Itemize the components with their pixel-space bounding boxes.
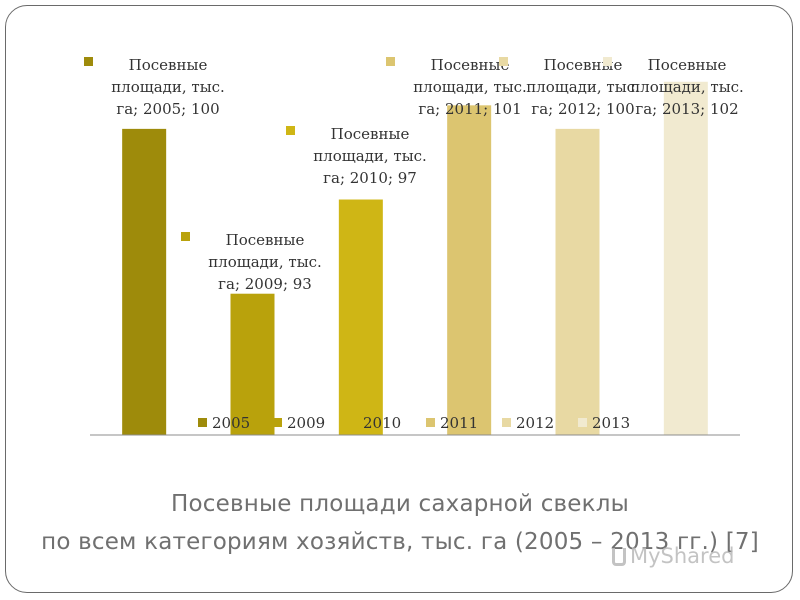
data-label-line: га; 2009; 93 xyxy=(218,275,312,293)
data-label-text-2012: Посевные площади, тыс. га; 2012; 100 xyxy=(526,56,640,118)
legend-label-2011: 2011 xyxy=(440,414,478,432)
data-label-marker xyxy=(181,232,190,241)
data-label-text-2010: Посевные площади, тыс. га; 2010; 97 xyxy=(313,125,427,187)
data-label-2009: Посевные площади, тыс. га; 2009; 93 xyxy=(181,231,322,293)
data-label-2010: Посевные площади, тыс. га; 2010; 97 xyxy=(286,125,427,187)
cart-icon xyxy=(612,548,626,566)
data-label-text-2009: Посевные площади, тыс. га; 2009; 93 xyxy=(208,231,322,293)
legend-swatch-2009 xyxy=(273,418,282,427)
legend-swatch-2013 xyxy=(578,418,587,427)
bar-2010 xyxy=(338,199,383,435)
data-label-marker xyxy=(386,57,395,66)
data-label-line: Посевные xyxy=(331,125,410,143)
data-label-text-2011: Посевные площади, тыс. га; 2011; 101 xyxy=(413,56,527,118)
legend-swatch-2011 xyxy=(426,418,435,427)
data-label-marker xyxy=(286,126,295,135)
data-label-text-2013: Посевные площади, тыс. га; 2013; 102 xyxy=(630,56,744,118)
data-label-line: Посевные xyxy=(226,231,305,249)
data-label-line: площади, тыс. xyxy=(526,78,640,96)
watermark-text: MyShared xyxy=(630,544,735,568)
data-label-line: площади, тыс. xyxy=(208,253,322,271)
bar-2005 xyxy=(122,128,167,435)
data-label-line: площади, тыс. xyxy=(111,78,225,96)
data-label-line: га; 2010; 97 xyxy=(323,169,417,187)
bar-2012 xyxy=(555,128,600,435)
data-label-line: Посевные xyxy=(648,56,727,74)
data-label-marker xyxy=(84,57,93,66)
data-label-marker xyxy=(603,57,612,66)
data-label-2011: Посевные площади, тыс. га; 2011; 101 xyxy=(386,56,527,118)
legend-label-2009: 2009 xyxy=(287,414,325,432)
data-label-line: га; 2013; 102 xyxy=(635,100,738,118)
data-label-marker xyxy=(499,57,508,66)
slide-title-line-2: по всем категориям хозяйств, тыс. га (20… xyxy=(41,529,759,555)
data-label-line: площади, тыс. xyxy=(630,78,744,96)
legend-label-2012: 2012 xyxy=(516,414,554,432)
data-label-line: Посевные xyxy=(544,56,623,74)
data-label-line: га; 2011; 101 xyxy=(418,100,521,118)
legend-label-2005: 2005 xyxy=(212,414,250,432)
watermark: MyShared xyxy=(612,544,734,568)
bar-2011 xyxy=(447,105,492,436)
data-label-line: Посевные xyxy=(129,56,208,74)
bar-2009 xyxy=(230,293,275,435)
data-label-line: га; 2012; 100 xyxy=(531,100,634,118)
data-label-line: площади, тыс. xyxy=(313,147,427,165)
legend-label-2013: 2013 xyxy=(592,414,630,432)
data-label-2012: Посевные площади, тыс. га; 2012; 100 xyxy=(499,56,640,118)
legend-swatch-2005 xyxy=(198,418,207,427)
slide-title-line-1: Посевные площади сахарной свеклы xyxy=(170,491,630,517)
legend-label-2010: 2010 xyxy=(363,414,401,432)
data-label-2005: Посевные площади, тыс. га; 2005; 100 xyxy=(84,56,225,118)
data-label-line: Посевные xyxy=(431,56,510,74)
data-label-text-2005: Посевные площади, тыс. га; 2005; 100 xyxy=(111,56,225,118)
bar-2013 xyxy=(663,81,708,435)
legend-swatch-2010 xyxy=(349,418,358,427)
data-label-line: площади, тыс. xyxy=(413,78,527,96)
data-label-line: га; 2005; 100 xyxy=(116,100,219,118)
legend-swatch-2012 xyxy=(502,418,511,427)
data-label-2013: Посевные площади, тыс. га; 2013; 102 xyxy=(603,56,744,118)
